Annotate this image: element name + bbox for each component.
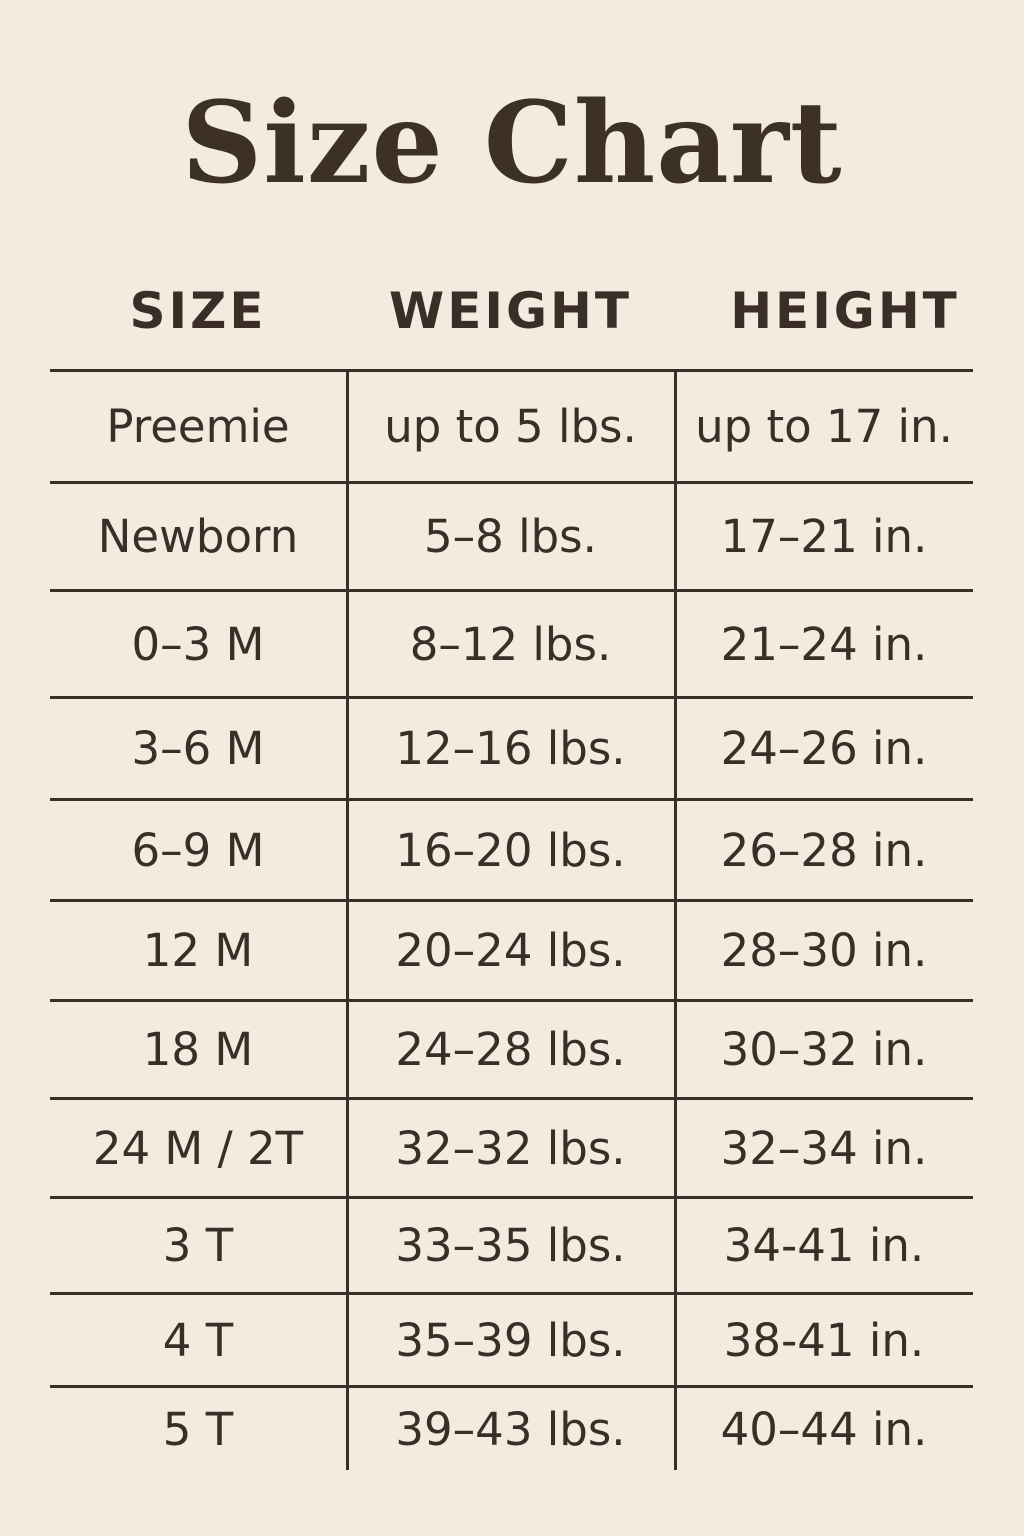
row-divider <box>50 369 973 372</box>
cell-height: 30–32 in. <box>720 1023 928 1076</box>
row-divider <box>50 798 973 801</box>
row-divider <box>50 696 973 699</box>
cell-height: 21–24 in. <box>720 617 928 671</box>
cell-height: 28–30 in. <box>720 924 928 977</box>
cell-height: 32–34 in. <box>720 1121 928 1175</box>
cell-size: 6–9 M <box>131 823 265 877</box>
cell-weight: 20–24 lbs. <box>395 924 626 977</box>
cell-weight: 35–39 lbs. <box>395 1313 626 1367</box>
column-divider <box>346 369 349 1470</box>
cell-weight: 33–35 lbs. <box>395 1219 626 1272</box>
cell-weight: 39–43 lbs. <box>395 1402 626 1456</box>
cell-height: 34-41 in. <box>723 1219 925 1272</box>
row-divider <box>50 481 973 484</box>
cell-size: 4 T <box>162 1313 234 1367</box>
cell-height: 24–26 in. <box>720 722 928 775</box>
cell-height: up to 17 in. <box>695 400 953 453</box>
cell-weight: up to 5 lbs. <box>384 400 637 453</box>
cell-weight: 5–8 lbs. <box>424 510 597 563</box>
cell-height: 40–44 in. <box>720 1402 928 1456</box>
cell-weight: 12–16 lbs. <box>395 722 626 775</box>
header-height: HEIGHT <box>730 282 960 340</box>
cell-size: Newborn <box>97 510 299 563</box>
row-divider <box>50 1292 973 1295</box>
row-divider <box>50 899 973 902</box>
page-title: Size Chart <box>181 78 843 209</box>
cell-size: 3–6 M <box>131 722 265 775</box>
row-divider <box>50 1097 973 1100</box>
cell-size: Preemie <box>106 400 290 453</box>
cell-weight: 8–12 lbs. <box>409 617 612 671</box>
row-divider <box>50 589 973 592</box>
cell-height: 17–21 in. <box>720 510 928 563</box>
cell-size: 3 T <box>162 1219 234 1272</box>
cell-size: 12 M <box>142 924 254 977</box>
cell-weight: 16–20 lbs. <box>395 823 626 877</box>
cell-size: 24 M / 2T <box>92 1121 304 1175</box>
cell-size: 5 T <box>162 1402 234 1456</box>
cell-size: 18 M <box>142 1023 254 1076</box>
column-divider <box>674 369 677 1470</box>
cell-weight: 32–32 lbs. <box>395 1121 626 1175</box>
cell-height: 38-41 in. <box>723 1313 925 1367</box>
cell-height: 26–28 in. <box>720 823 928 877</box>
cell-weight: 24–28 lbs. <box>395 1023 626 1076</box>
row-divider <box>50 999 973 1002</box>
row-divider <box>50 1385 973 1388</box>
row-divider <box>50 1196 973 1199</box>
header-size: SIZE <box>129 282 267 340</box>
header-weight: WEIGHT <box>389 282 632 340</box>
cell-size: 0–3 M <box>131 617 265 671</box>
